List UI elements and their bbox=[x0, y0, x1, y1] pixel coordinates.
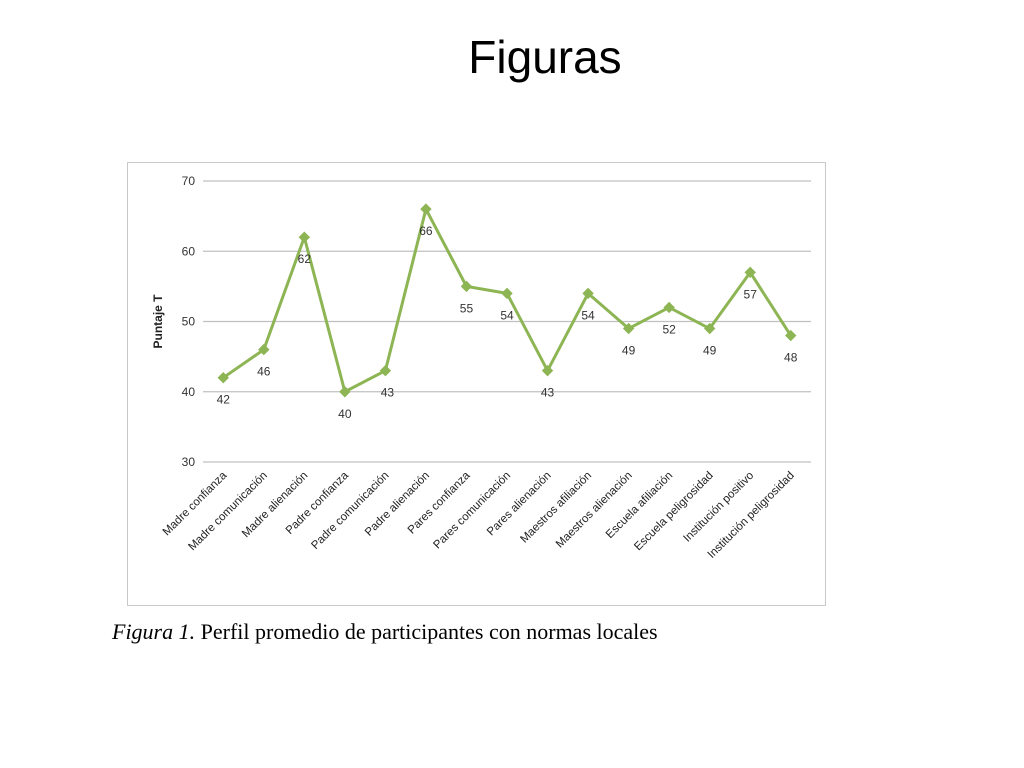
data-point-5 bbox=[379, 364, 392, 377]
data-label-14: 57 bbox=[744, 287, 758, 301]
caption-text: Perfil promedio de participantes con nor… bbox=[195, 619, 658, 644]
data-label-1: 42 bbox=[217, 393, 231, 407]
data-point-3 bbox=[298, 231, 311, 243]
data-point-10 bbox=[582, 287, 594, 300]
data-labels: 42 46 62 40 43 66 55 54 43 54 49 52 49 57 48 bbox=[217, 224, 798, 421]
data-label-3: 62 bbox=[298, 252, 312, 266]
figure-caption: Figura 1. Perfil promedio de participant… bbox=[112, 619, 658, 645]
y-tick-70: 70 bbox=[182, 174, 196, 188]
data-label-9: 43 bbox=[541, 386, 555, 400]
data-label-8: 54 bbox=[500, 308, 514, 322]
data-point-8 bbox=[501, 287, 513, 300]
y-tick-labels: 30 40 50 60 70 bbox=[182, 174, 196, 469]
x-tick-14: Institución positivo bbox=[681, 470, 756, 545]
y-tick-40: 40 bbox=[182, 385, 196, 399]
data-point-1 bbox=[217, 371, 229, 384]
data-point-14 bbox=[744, 266, 756, 279]
series-markers bbox=[217, 203, 797, 398]
x-tick-10: Maestros afiliación bbox=[518, 470, 594, 546]
data-label-5: 43 bbox=[381, 386, 395, 400]
grid-lines bbox=[203, 180, 811, 463]
x-tick-5: Padre comunicación bbox=[309, 470, 391, 552]
x-tick-8: Pares comunicación bbox=[431, 470, 513, 552]
data-label-15: 48 bbox=[784, 351, 798, 365]
data-point-13 bbox=[703, 322, 716, 335]
data-point-7 bbox=[460, 280, 473, 293]
x-tick-15: Institución peligrosidad bbox=[706, 470, 797, 561]
y-tick-50: 50 bbox=[182, 315, 196, 329]
x-tick-11: Maestros alienación bbox=[554, 470, 635, 551]
data-point-9 bbox=[541, 364, 554, 377]
slide-title: Figuras bbox=[468, 31, 622, 83]
data-point-15 bbox=[785, 329, 797, 342]
data-label-2: 46 bbox=[257, 365, 271, 379]
chart-container: 30 40 50 60 70 Puntaje T 42 46 62 40 43 66 55 54 43 5… bbox=[127, 162, 826, 606]
data-point-12 bbox=[663, 301, 675, 314]
data-label-10: 54 bbox=[581, 308, 595, 322]
data-label-7: 55 bbox=[460, 301, 474, 315]
x-tick-2: Madre comunicación bbox=[186, 470, 270, 554]
data-label-12: 52 bbox=[662, 322, 676, 336]
data-point-2 bbox=[258, 343, 270, 356]
data-point-6 bbox=[420, 203, 432, 215]
y-axis-label: Puntaje T bbox=[151, 294, 165, 349]
data-point-4 bbox=[339, 386, 351, 398]
data-label-11: 49 bbox=[622, 344, 636, 358]
data-label-13: 49 bbox=[703, 344, 717, 358]
x-tick-13: Escuela peligrosidad bbox=[632, 470, 716, 554]
data-label-4: 40 bbox=[338, 407, 352, 421]
data-point-11 bbox=[622, 322, 635, 335]
line-chart: 30 40 50 60 70 Puntaje T 42 46 62 40 43 66 55 54 43 5… bbox=[151, 174, 811, 561]
data-label-6: 66 bbox=[419, 224, 433, 238]
y-tick-30: 30 bbox=[182, 455, 196, 469]
caption-label: Figura 1. bbox=[112, 619, 196, 644]
y-tick-60: 60 bbox=[182, 244, 196, 258]
